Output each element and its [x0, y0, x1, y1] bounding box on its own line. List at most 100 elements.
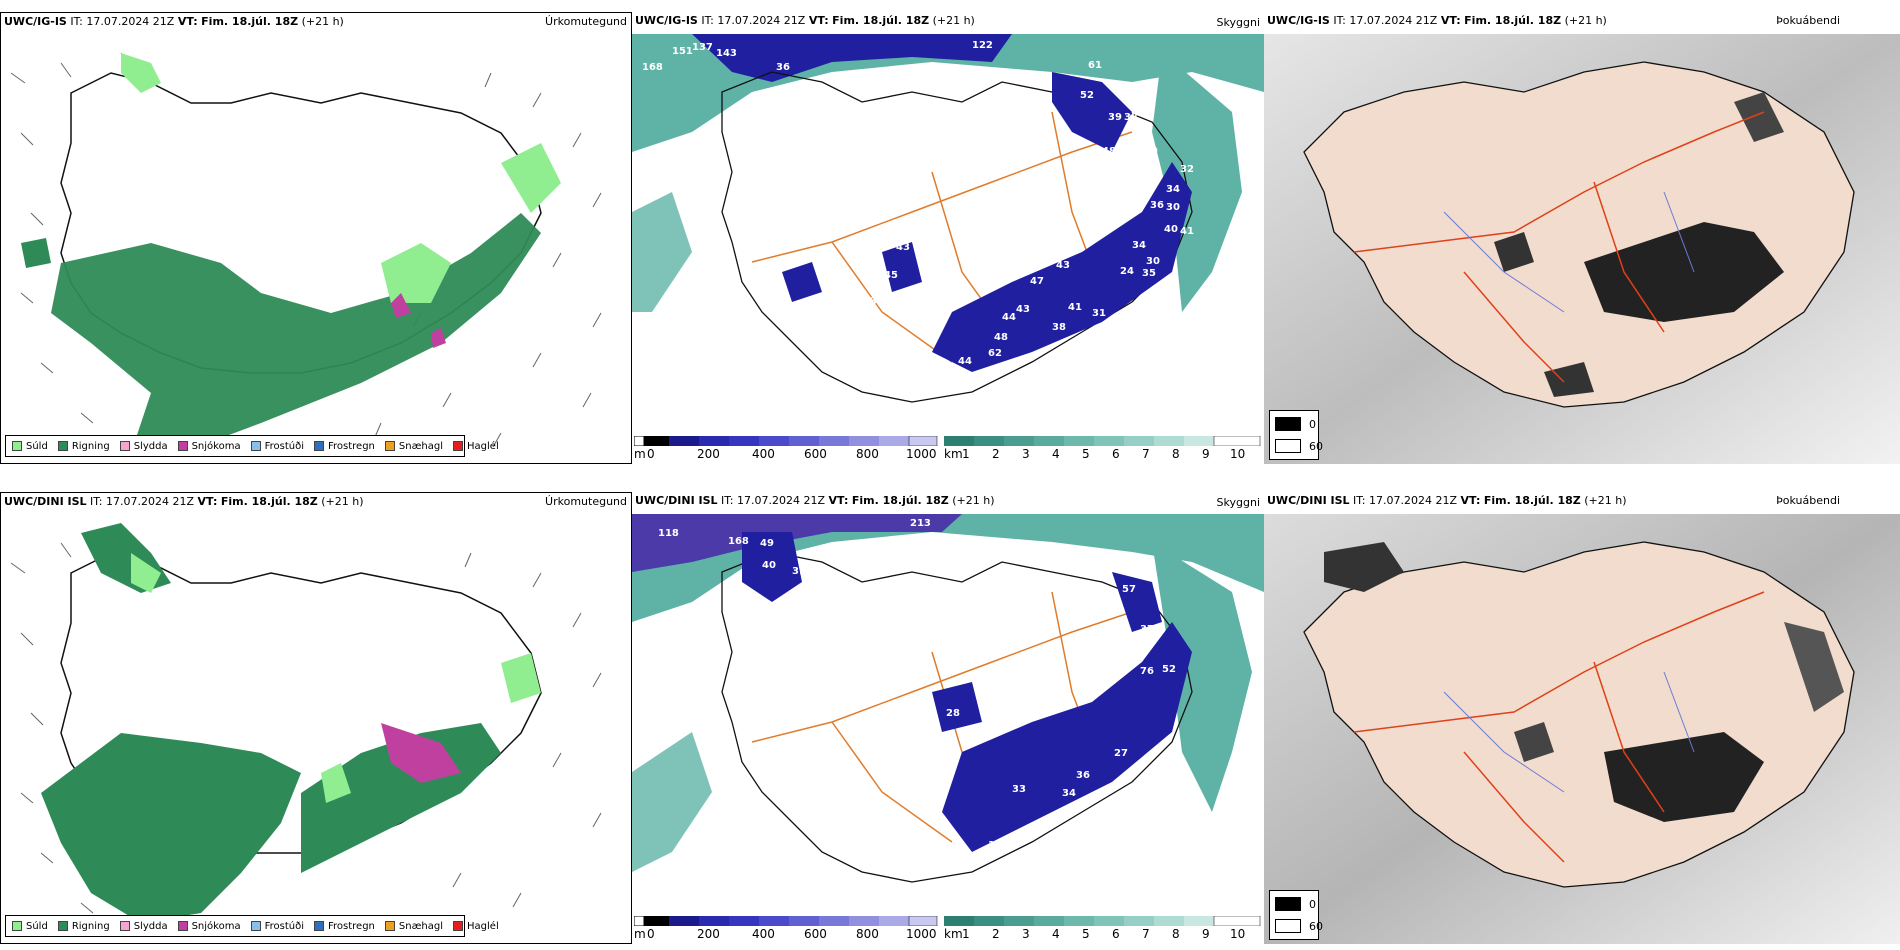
visibility-colorbar-gradient [944, 916, 1261, 926]
vis-label: 47 [1030, 276, 1044, 287]
vis-label: 36 [1150, 200, 1164, 211]
panel-title: UWC/DINI ISL IT: 17.07.2024 21Z VT: Fim.… [4, 495, 364, 508]
height-tick: 800 [856, 447, 879, 461]
vis-label: 48 [1102, 146, 1116, 157]
swatch [250, 441, 261, 451]
vis-label: 47 [1138, 570, 1152, 581]
vis-label: 36 [912, 382, 926, 393]
vis-label: 110 [1106, 562, 1127, 573]
vis-label: 62 [846, 306, 860, 317]
visibility-unit: km [944, 447, 963, 461]
vis-label: 40 [762, 560, 776, 571]
swatch [119, 441, 130, 451]
vis-label: 62 [988, 348, 1002, 359]
visibility-unit: km [944, 927, 963, 941]
swatch [453, 441, 464, 451]
legend-item: Frostúði [250, 921, 304, 932]
height-colorbar: m 0 200 400 600 800 1000 [634, 436, 939, 462]
vis-label: 37 [1050, 206, 1064, 217]
vis-label: 41 [1140, 106, 1154, 117]
visibility-tick: 9 [1202, 927, 1210, 941]
vis-label: 30 [1146, 256, 1160, 267]
visibility-map: 118 168 49 40 31 38 213 110 55 57 47 37 … [632, 514, 1264, 912]
precip-legend: Súld Rigning Slydda Snjókoma Frostúði Fr… [5, 915, 499, 937]
vis-label: 34 [1132, 240, 1146, 251]
vis-label: 147 [988, 840, 1009, 851]
swatch [57, 441, 68, 451]
visibility-tick: 5 [1082, 927, 1090, 941]
height-colorbar: m 0 200 400 600 800 1000 [634, 916, 939, 942]
swatch [314, 921, 324, 931]
vis-label: 31 [792, 566, 806, 577]
height-tick: 400 [752, 927, 775, 941]
vis-label: 48 [994, 332, 1008, 343]
vis-label: 53 [772, 226, 786, 237]
panel-name: Úrkomutegund [545, 495, 627, 508]
visibility-tick: 6 [1112, 447, 1120, 461]
vis-label: 38 [808, 586, 822, 597]
vis-label: 50 [942, 842, 956, 853]
legend-item: Snæhagl [384, 441, 443, 452]
vis-label: 61 [1088, 60, 1102, 71]
panel-title: UWC/DINI ISL IT: 17.07.2024 21Z VT: Fim.… [635, 494, 995, 507]
vis-label: 34 [1062, 788, 1076, 799]
vis-label: 41 [1180, 226, 1194, 237]
legend-item: Slydda [119, 921, 168, 932]
vis-label: 55 [1092, 612, 1106, 623]
vis-label: 44 [908, 362, 922, 373]
swatch [57, 921, 68, 931]
vis-label: 49 [760, 538, 774, 549]
vis-label: 36 [776, 62, 790, 73]
fog-panel-2: UWC/DINI ISL IT: 17.07.2024 21Z VT: Fim.… [1264, 492, 1900, 944]
fog-legend-row: 0 [1275, 417, 1316, 431]
vis-label: 28 [946, 708, 960, 719]
height-tick: 400 [752, 447, 775, 461]
vis-label: 44 [958, 356, 972, 367]
legend-item: Súld [12, 441, 48, 452]
height-unit: m [634, 927, 646, 941]
vis-label: 27 [1114, 748, 1128, 759]
vis-label: 34 [912, 890, 926, 901]
visibility-tick: 10 [1230, 447, 1246, 461]
visibility-colorbar-gradient [944, 436, 1261, 446]
visibility-tick: 7 [1142, 927, 1150, 941]
vis-label: 32 [1180, 164, 1194, 175]
vis-label: 168 [642, 62, 663, 73]
visibility-tick: 2 [992, 927, 1000, 941]
fog-panel-1: UWC/IG-IS IT: 17.07.2024 21Z VT: Fim. 18… [1264, 12, 1900, 464]
fog-legend: 0 60 [1269, 890, 1323, 940]
vis-label: 122 [972, 40, 993, 51]
vis-label: 132 [762, 348, 783, 359]
vis-label: 106 [1102, 176, 1123, 187]
height-unit: m [634, 447, 646, 461]
height-tick: 600 [804, 447, 827, 461]
vis-label: 102 [884, 750, 905, 761]
visibility-panel-1: UWC/IG-IS IT: 17.07.2024 21Z VT: Fim. 18… [632, 12, 1264, 464]
legend-item: Súld [12, 921, 48, 932]
visibility-tick: 3 [1022, 927, 1030, 941]
height-colorbar-gradient [634, 436, 938, 446]
swatch [12, 921, 22, 931]
vis-label: 143 [716, 48, 737, 59]
wind-barbs [10, 542, 602, 914]
vis-label: 24 [1120, 266, 1134, 277]
visibility-tick: 4 [1052, 447, 1060, 461]
fog-legend-row: 0 [1275, 897, 1316, 911]
swatch [177, 921, 188, 931]
vis-label: 52 [1080, 90, 1094, 101]
vis-label: 118 [658, 528, 679, 539]
visibility-tick: 1 [962, 447, 970, 461]
visibility-tick: 2 [992, 447, 1000, 461]
visibility-tick: 7 [1142, 447, 1150, 461]
precip-map [10, 52, 602, 453]
vis-label: 33 [1012, 784, 1026, 795]
legend-item: Frostúði [250, 441, 304, 452]
vis-label: 40 [1164, 224, 1178, 235]
swatch [119, 921, 130, 931]
vis-label: 137 [692, 42, 713, 53]
vis-label: 52 [1162, 664, 1176, 675]
vis-label: 38 [928, 380, 942, 391]
visibility-tick: 10 [1230, 927, 1246, 941]
swatch [12, 441, 22, 451]
vis-label: 47 [792, 94, 806, 105]
